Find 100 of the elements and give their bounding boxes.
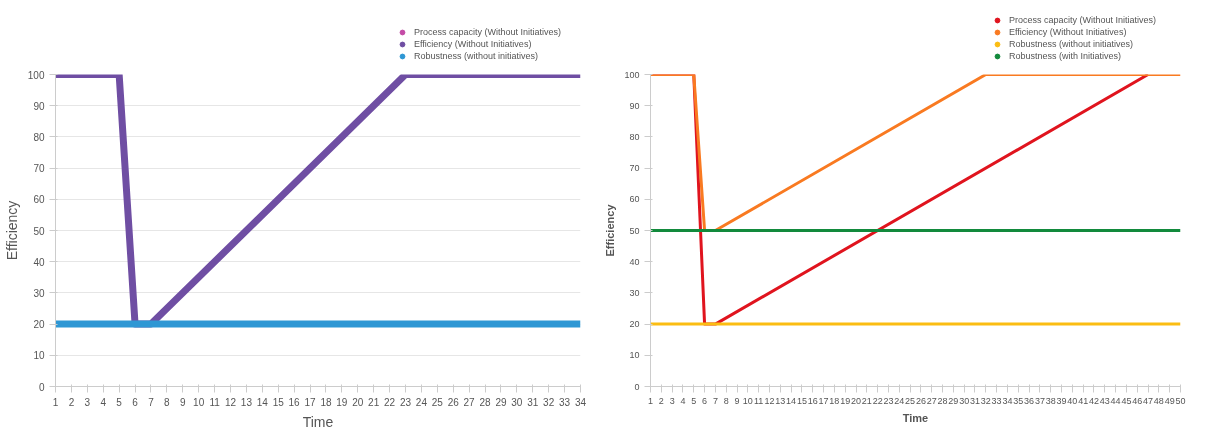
y-tick-label: 20 (629, 319, 640, 330)
x-tick-label: 50 (1175, 395, 1186, 406)
x-tick-label: 23 (883, 395, 894, 406)
legend-label: Robustness (with Initiatives) (1009, 51, 1122, 61)
x-tick-label: 40 (1067, 395, 1078, 406)
x-tick-label: 11 (209, 396, 221, 408)
x-tick-label: 16 (807, 395, 818, 406)
x-tick-label: 10 (742, 395, 753, 406)
x-tick-label: 22 (872, 395, 883, 406)
y-tick-label: 80 (629, 131, 640, 142)
x-tick-label: 30 (511, 396, 523, 408)
y-tick-label: 100 (624, 69, 640, 80)
x-tick-label: 8 (723, 395, 729, 406)
x-tick-label: 21 (861, 395, 872, 406)
x-tick-label: 2 (68, 396, 75, 408)
x-tick-label: 8 (164, 396, 171, 408)
legend-label: Efficiency (Without Initiatives) (1009, 27, 1127, 37)
x-tick-label: 31 (527, 396, 539, 408)
x-tick-label: 14 (256, 396, 269, 408)
x-tick-label: 17 (818, 395, 829, 406)
x-tick-label: 21 (368, 396, 380, 408)
x-tick-label: 34 (1002, 395, 1013, 406)
x-tick-label: 15 (272, 396, 285, 408)
x-tick-label: 38 (1045, 395, 1056, 406)
x-tick-label: 35 (1013, 395, 1024, 406)
x-tick-label: 15 (796, 395, 807, 406)
legend-label: Process capacity (Without Initiatives) (414, 27, 562, 37)
x-tick-label: 27 (926, 395, 937, 406)
y-tick-label: 70 (33, 163, 45, 175)
x-tick-label: 3 (84, 396, 91, 408)
x-tick-label: 12 (224, 396, 237, 408)
x-tick-label: 6 (702, 395, 708, 406)
x-tick-label: 7 (712, 395, 718, 406)
x-tick-label: 49 (1164, 395, 1175, 406)
x-tick-label: 4 (680, 395, 686, 406)
y-tick-label: 0 (634, 381, 640, 392)
x-tick-label: 4 (100, 396, 107, 408)
y-axis-title: Efficiency (3, 200, 20, 261)
y-tick-label: 50 (629, 225, 640, 236)
x-tick-label: 30 (959, 395, 970, 406)
y-tick-label: 30 (629, 287, 640, 298)
x-tick-label: 23 (399, 396, 412, 408)
x-tick-label: 28 (479, 396, 492, 408)
y-tick-label: 40 (33, 256, 45, 268)
x-tick-label: 41 (1078, 395, 1089, 406)
legend-label: Robustness (without initiatives) (1009, 39, 1134, 49)
x-tick-label: 24 (415, 396, 428, 408)
x-tick-label: 14 (786, 395, 797, 406)
x-tick-label: 9 (734, 395, 740, 406)
x-tick-label: 33 (991, 395, 1002, 406)
x-tick-label: 18 (320, 396, 332, 408)
x-tick-label: 27 (463, 396, 476, 408)
y-tick-label: 0 (38, 381, 45, 393)
y-tick-label: 100 (27, 69, 45, 81)
x-tick-label: 45 (1121, 395, 1132, 406)
x-tick-label: 44 (1110, 395, 1121, 406)
x-tick-label: 47 (1143, 395, 1154, 406)
x-tick-label: 1 (648, 395, 654, 406)
x-tick-label: 7 (148, 396, 155, 408)
x-tick-label: 6 (132, 396, 139, 408)
y-tick-label: 20 (33, 319, 45, 331)
y-axis-title: Efficiency (604, 203, 617, 257)
x-tick-label: 29 (495, 396, 507, 408)
legend-label: Process capacity (Without Initiatives) (1009, 15, 1157, 25)
x-tick-label: 20 (851, 395, 862, 406)
x-tick-label: 19 (336, 396, 348, 408)
x-tick-label: 24 (894, 395, 905, 406)
y-tick-label: 10 (629, 350, 640, 361)
x-tick-label: 34 (574, 396, 587, 408)
x-tick-label: 42 (1088, 395, 1099, 406)
y-tick-label: 90 (33, 100, 45, 112)
x-tick-label: 25 (905, 395, 916, 406)
x-tick-label: 17 (304, 396, 317, 408)
y-tick-label: 10 (33, 350, 45, 362)
y-tick-label: 80 (33, 131, 45, 143)
y-tick-label: 90 (629, 100, 640, 111)
x-tick-label: 13 (240, 396, 253, 408)
legend-label: Efficiency (Without Initiatives) (414, 39, 532, 49)
x-tick-label: 3 (669, 395, 675, 406)
x-tick-label: 36 (1024, 395, 1035, 406)
x-tick-label: 43 (1099, 395, 1110, 406)
x-axis-title: Time (302, 413, 334, 430)
x-tick-label: 29 (948, 395, 959, 406)
x-tick-label: 26 (915, 395, 926, 406)
y-tick-label: 40 (629, 256, 640, 267)
x-tick-label: 19 (840, 395, 851, 406)
x-tick-label: 20 (352, 396, 364, 408)
x-axis-title: Time (902, 411, 929, 424)
x-tick-label: 32 (980, 395, 991, 406)
x-tick-label: 33 (559, 396, 571, 408)
x-tick-label: 48 (1153, 395, 1164, 406)
x-tick-label: 9 (179, 396, 186, 408)
x-tick-label: 31 (969, 395, 980, 406)
x-tick-label: 22 (384, 396, 396, 408)
x-tick-label: 10 (193, 396, 205, 408)
x-tick-label: 46 (1132, 395, 1143, 406)
x-tick-label: 5 (116, 396, 123, 408)
legend-label: Robustness (without initiatives) (414, 51, 539, 61)
x-tick-label: 25 (431, 396, 444, 408)
x-tick-label: 37 (1034, 395, 1045, 406)
